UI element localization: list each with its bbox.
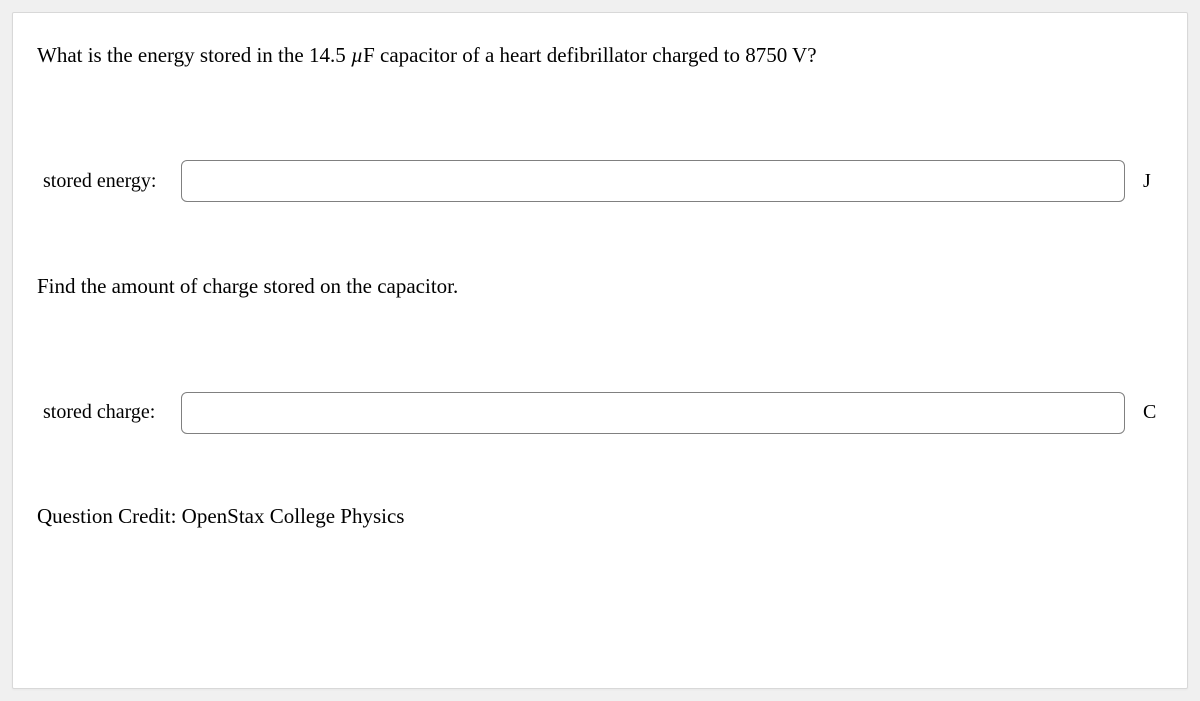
question-2-text: Find the amount of charge stored on the … [37, 272, 1163, 301]
stored-charge-row: stored charge: C [37, 392, 1163, 434]
stored-charge-input[interactable] [181, 392, 1125, 434]
question-1-prefix: What is the energy stored in the 14.5 [37, 43, 351, 67]
stored-energy-input[interactable] [181, 160, 1125, 202]
stored-energy-label: stored energy: [43, 170, 163, 193]
micro-symbol: µ [351, 43, 363, 67]
stored-charge-label: stored charge: [43, 401, 163, 424]
question-credit: Question Credit: OpenStax College Physic… [37, 504, 1163, 529]
stored-energy-unit: J [1143, 170, 1163, 193]
stored-charge-unit: C [1143, 401, 1163, 424]
question-1-suffix: F capacitor of a heart defibrillator cha… [363, 43, 816, 67]
question-card: What is the energy stored in the 14.5 µF… [12, 12, 1188, 689]
question-1-text: What is the energy stored in the 14.5 µF… [37, 41, 1163, 70]
stored-energy-row: stored energy: J [37, 160, 1163, 202]
